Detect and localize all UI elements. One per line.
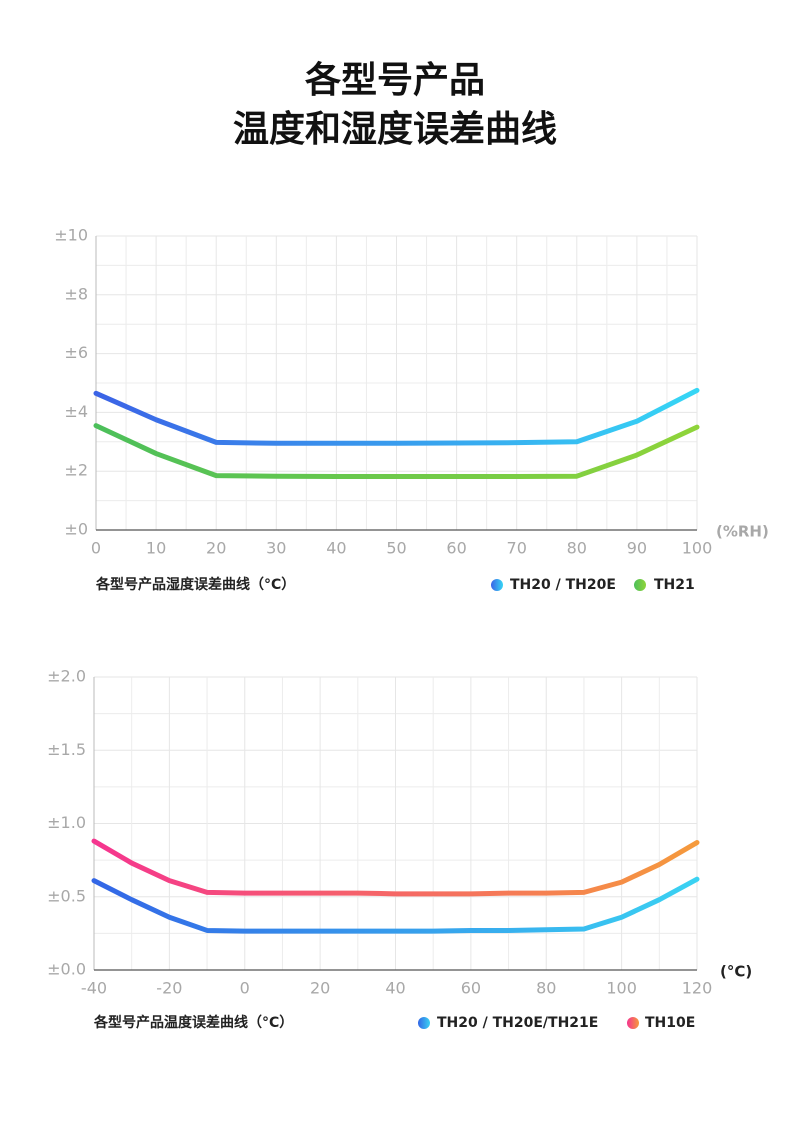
chart-caption: 各型号产品温度误差曲线（°C） xyxy=(93,1014,293,1031)
x-tick-label: 80 xyxy=(536,979,556,998)
x-tick-label: 20 xyxy=(206,539,226,558)
legend-label: TH10E xyxy=(645,1015,695,1031)
x-tick-label: -20 xyxy=(156,979,182,998)
legend-marker xyxy=(491,579,503,591)
legend-label: TH20 / TH20E/TH21E xyxy=(437,1015,598,1031)
x-tick-label: 100 xyxy=(682,539,713,558)
x-tick-label: 0 xyxy=(240,979,250,998)
y-tick-label: ±0.0 xyxy=(47,960,86,979)
y-tick-label: ±8 xyxy=(64,284,88,303)
series-line xyxy=(93,387,700,446)
page-title: 温度和湿度误差曲线 xyxy=(233,109,557,150)
chart-caption: 各型号产品湿度误差曲线（°C） xyxy=(95,576,295,593)
y-tick-label: ±2 xyxy=(64,461,88,480)
y-tick-label: ±4 xyxy=(64,402,88,421)
x-tick-label: 90 xyxy=(627,539,647,558)
page-title: 各型号产品 xyxy=(305,60,485,101)
x-tick-label: 60 xyxy=(461,979,481,998)
y-tick-label: ±2.0 xyxy=(47,667,86,686)
y-tick-label: ±6 xyxy=(64,343,88,362)
series-line xyxy=(91,876,700,934)
y-tick-label: ±0 xyxy=(64,520,88,539)
y-tick-label: ±10 xyxy=(54,226,88,245)
x-tick-label: 30 xyxy=(266,539,286,558)
x-tick-label: 100 xyxy=(606,979,637,998)
x-axis-label: (%RH) xyxy=(716,523,769,541)
x-tick-label: 20 xyxy=(310,979,330,998)
legend-label: TH20 / TH20E xyxy=(510,577,616,593)
x-tick-label: 50 xyxy=(386,539,406,558)
x-tick-label: 0 xyxy=(91,539,101,558)
x-axis-label: (°C) xyxy=(720,963,752,981)
legend-label: TH21 xyxy=(654,577,695,593)
x-tick-label: 120 xyxy=(682,979,713,998)
series-line xyxy=(91,838,700,897)
x-tick-label: 10 xyxy=(146,539,166,558)
x-tick-label: 60 xyxy=(446,539,466,558)
x-tick-label: -40 xyxy=(81,979,107,998)
y-tick-label: ±1.0 xyxy=(47,813,86,832)
x-tick-label: 40 xyxy=(385,979,405,998)
y-tick-label: ±1.5 xyxy=(47,740,86,759)
legend-marker xyxy=(634,579,646,591)
x-tick-label: 80 xyxy=(567,539,587,558)
x-tick-label: 40 xyxy=(326,539,346,558)
y-tick-label: ±0.5 xyxy=(47,886,86,905)
legend-marker xyxy=(627,1017,639,1029)
series-line xyxy=(93,423,700,479)
x-tick-label: 70 xyxy=(507,539,527,558)
legend-marker xyxy=(418,1017,430,1029)
